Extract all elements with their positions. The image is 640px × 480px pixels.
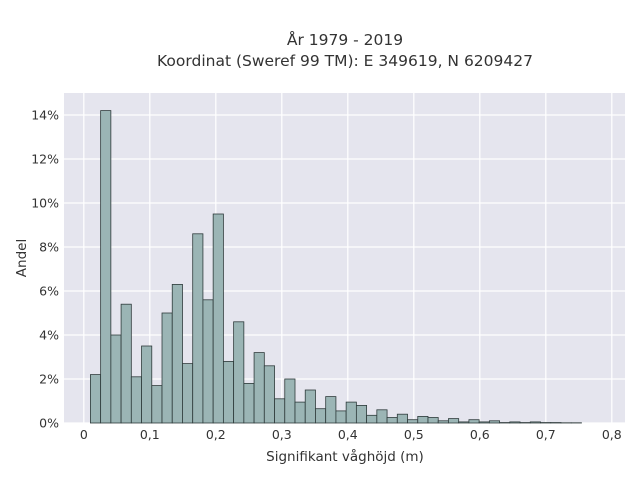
- y-tick-label: 2%: [39, 372, 59, 387]
- histogram-bar: [120, 303, 132, 424]
- histogram-bar: [90, 374, 102, 424]
- x-tick-label: 0,5: [404, 427, 424, 442]
- histogram-bar: [488, 420, 500, 424]
- x-tick-label: 0,3: [272, 427, 292, 442]
- x-tick-label: 0,2: [206, 427, 226, 442]
- histogram-bar: [458, 421, 470, 424]
- x-tick-label: 0,7: [536, 427, 556, 442]
- histogram-bar: [171, 283, 183, 424]
- x-tick-label: 0: [80, 427, 88, 442]
- plot-area: [64, 93, 625, 423]
- histogram-bar: [355, 404, 368, 424]
- histogram-bar: [345, 401, 357, 424]
- histogram-bar: [468, 419, 480, 424]
- histogram-bar: [427, 417, 439, 424]
- y-tick-label: 0%: [39, 416, 59, 431]
- histogram-bar: [529, 421, 541, 424]
- chart-title: År 1979 - 2019: [287, 30, 403, 49]
- histogram-bar: [243, 382, 255, 424]
- y-tick-label: 4%: [39, 328, 59, 343]
- histogram-bar: [437, 420, 449, 424]
- bars: [90, 110, 582, 424]
- histogram-bar: [325, 396, 337, 424]
- x-axis-ticks: 0 0,1 0,2 0,3 0,4 0,5 0,6 0,7 0,8: [80, 427, 622, 442]
- histogram-bar: [407, 419, 419, 424]
- histogram-bar: [151, 385, 163, 424]
- histogram-bar: [253, 352, 265, 424]
- histogram-bar: [274, 398, 286, 424]
- histogram-bar: [294, 401, 306, 424]
- histogram-bar: [212, 213, 224, 424]
- y-tick-label: 10%: [31, 196, 59, 211]
- histogram-bar: [263, 365, 275, 424]
- histogram-bar: [222, 360, 235, 424]
- histogram-bar: [161, 312, 173, 424]
- histogram-bar: [130, 376, 142, 424]
- y-tick-label: 8%: [39, 240, 59, 255]
- histogram-bar: [100, 110, 112, 424]
- x-axis-label: Signifikant våghöjd (m): [266, 448, 424, 465]
- x-tick-label: 0,4: [338, 427, 358, 442]
- histogram-bar: [396, 413, 408, 424]
- x-tick-label: 0,8: [602, 427, 622, 442]
- histogram-bar: [233, 321, 245, 424]
- histogram-bar: [417, 415, 429, 424]
- histogram-bar: [335, 410, 347, 424]
- chart-subtitle: Koordinat (Sweref 99 TM): E 349619, N 62…: [157, 52, 533, 70]
- histogram-bar: [182, 363, 194, 424]
- histogram-bar: [304, 389, 316, 424]
- histogram-bar: [110, 334, 122, 424]
- y-axis-ticks: 0% 2% 4% 6% 8% 10% 12% 14%: [31, 108, 59, 431]
- y-tick-label: 6%: [39, 284, 59, 299]
- histogram-bar: [386, 417, 398, 424]
- histogram-bar: [141, 345, 153, 424]
- x-tick-label: 0,6: [470, 427, 490, 442]
- y-axis-label: Andel: [14, 239, 30, 277]
- histogram-bar: [315, 408, 327, 424]
- histogram-bar: [202, 299, 214, 424]
- histogram-bar: [509, 421, 521, 424]
- y-tick-label: 14%: [31, 108, 59, 123]
- histogram-bar: [376, 409, 388, 424]
- x-tick-label: 0,1: [140, 427, 160, 442]
- histogram-bar: [478, 421, 490, 424]
- histogram-bar: [448, 418, 460, 424]
- histogram-bar: [366, 414, 378, 424]
- histogram-bar: [284, 378, 296, 424]
- y-tick-label: 12%: [31, 152, 59, 167]
- histogram-bar: [192, 233, 204, 424]
